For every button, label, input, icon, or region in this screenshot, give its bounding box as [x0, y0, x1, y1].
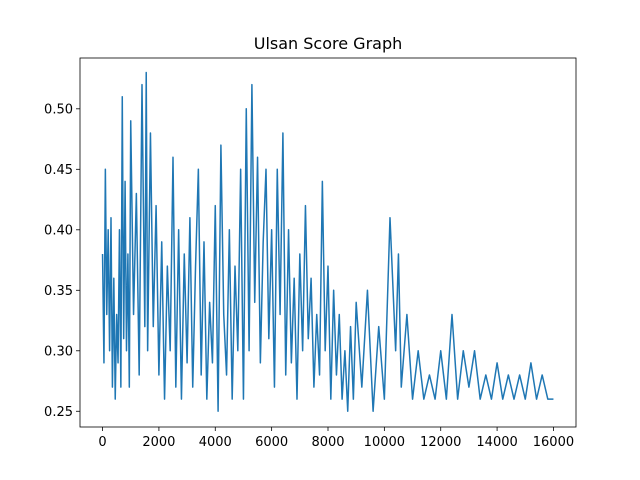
y-tick-label: 0.35 — [44, 284, 73, 299]
y-tick-label: 0.45 — [44, 163, 73, 178]
x-tick-label: 10000 — [364, 435, 405, 450]
y-tick-label: 0.50 — [44, 102, 73, 117]
chart-title: Ulsan Score Graph — [254, 34, 403, 53]
x-tick-label: 0 — [98, 435, 106, 450]
y-tick-label: 0.40 — [44, 223, 73, 238]
series-line-0 — [101, 71, 554, 413]
x-tick-label: 6000 — [255, 435, 288, 450]
x-tick-label: 12000 — [420, 435, 461, 450]
y-tick-label: 0.25 — [44, 405, 73, 420]
x-tick-label: 2000 — [142, 435, 175, 450]
x-tick-label: 14000 — [476, 435, 517, 450]
x-tick-label: 16000 — [533, 435, 574, 450]
plot-frame — [79, 57, 577, 428]
x-tick-label: 4000 — [199, 435, 232, 450]
y-tick-label: 0.30 — [44, 344, 73, 359]
x-tick-label: 8000 — [311, 435, 344, 450]
